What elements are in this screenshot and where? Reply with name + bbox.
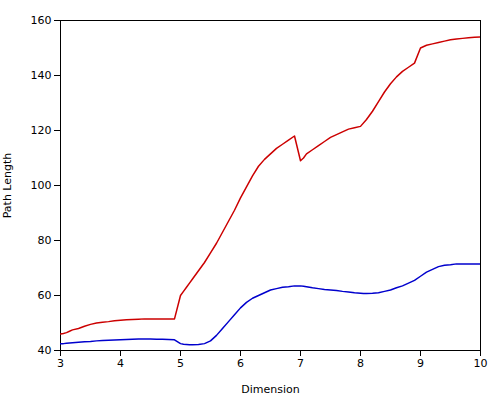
svg-text:4: 4 xyxy=(117,357,124,370)
svg-text:120: 120 xyxy=(31,124,52,137)
svg-text:100: 100 xyxy=(31,179,52,192)
svg-text:80: 80 xyxy=(38,234,52,247)
svg-text:60: 60 xyxy=(38,289,52,302)
svg-text:9: 9 xyxy=(417,357,424,370)
svg-text:6: 6 xyxy=(237,357,244,370)
svg-text:5: 5 xyxy=(177,357,184,370)
svg-text:7: 7 xyxy=(297,357,304,370)
svg-text:10: 10 xyxy=(474,357,488,370)
svg-text:140: 140 xyxy=(31,69,52,82)
svg-text:3: 3 xyxy=(57,357,64,370)
svg-text:Path Length: Path Length xyxy=(1,153,14,219)
svg-text:8: 8 xyxy=(357,357,364,370)
svg-text:Dimension: Dimension xyxy=(241,383,299,395)
svg-text:160: 160 xyxy=(31,14,52,27)
svg-text:40: 40 xyxy=(38,344,52,357)
